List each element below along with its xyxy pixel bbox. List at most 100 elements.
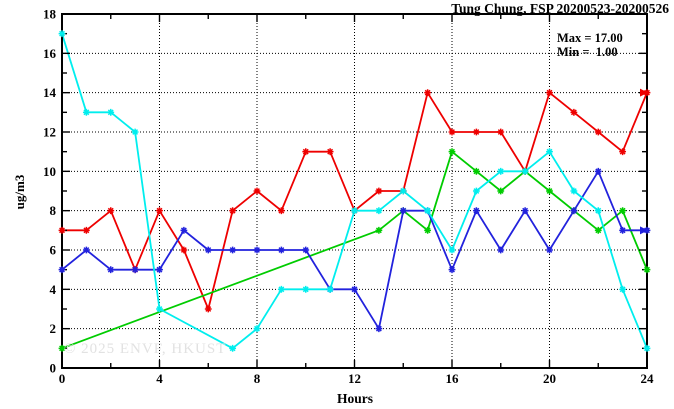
y-tick-label: 0	[50, 361, 57, 376]
series-blue-marker	[570, 207, 578, 215]
series-blue-marker	[546, 246, 553, 254]
series-blue-marker	[448, 266, 456, 274]
series-blue-marker	[277, 246, 285, 254]
series-green-marker	[619, 207, 627, 215]
series-cyan-marker	[546, 148, 553, 156]
y-tick-label: 6	[50, 243, 57, 258]
series-red-marker	[619, 148, 627, 156]
x-tick-label: 0	[59, 371, 66, 386]
series-cyan-marker	[521, 167, 529, 175]
series-red-marker	[253, 187, 261, 195]
series-red-marker	[424, 89, 432, 97]
series-red-marker	[229, 207, 237, 215]
series-cyan-marker	[58, 30, 66, 38]
series-cyan-marker	[570, 187, 578, 195]
x-axis-title: Hours	[336, 391, 373, 406]
series-blue-marker	[351, 285, 358, 293]
series-red-marker	[570, 108, 578, 116]
series-red-marker	[448, 128, 456, 136]
series-cyan-marker	[82, 108, 90, 116]
x-tick-label: 4	[156, 371, 163, 386]
series-green-marker	[375, 226, 383, 234]
series-cyan-marker	[253, 325, 261, 333]
series-blue-marker	[156, 266, 163, 274]
series-blue-marker	[82, 246, 90, 254]
y-tick-label: 10	[43, 164, 56, 179]
y-tick-label: 18	[43, 7, 57, 22]
y-tick-label: 12	[43, 125, 56, 140]
y-tick-label: 4	[50, 282, 57, 297]
series-red-marker	[326, 148, 334, 156]
y-axis-title: ug/m3	[12, 174, 27, 210]
y-tick-label: 14	[43, 85, 57, 100]
series-red-marker	[204, 305, 212, 313]
series-green-marker	[546, 187, 553, 195]
x-tick-label: 12	[348, 371, 361, 386]
series-cyan-marker	[424, 207, 432, 215]
series-blue-marker	[497, 246, 505, 254]
series-blue-marker	[302, 246, 310, 254]
series-blue-marker	[58, 266, 66, 274]
series-red-marker	[375, 187, 383, 195]
series-cyan-marker	[448, 246, 456, 254]
series-red-marker	[180, 246, 188, 254]
series-red-marker	[82, 226, 90, 234]
y-tick-label: 2	[50, 321, 57, 336]
series-cyan-marker	[229, 344, 237, 352]
series-cyan-marker	[156, 305, 163, 313]
x-tick-label: 16	[446, 371, 460, 386]
series-blue-end-arrow	[640, 226, 648, 235]
chart-title: Tung Chung, FSP 20200523-20200526	[451, 1, 669, 16]
y-tick-label: 16	[43, 46, 57, 61]
series-blue-marker	[399, 207, 407, 215]
series-blue-marker	[619, 226, 627, 234]
series-cyan-marker	[107, 108, 115, 116]
series-green-marker	[594, 226, 602, 234]
series-cyan-marker	[594, 207, 602, 215]
series-green-marker	[58, 344, 66, 352]
series-red-marker	[277, 207, 285, 215]
stats-min: Min = 1.00	[557, 45, 618, 59]
series-blue-marker	[253, 246, 261, 254]
series-cyan-marker	[472, 187, 480, 195]
series-green-marker	[472, 167, 480, 175]
series-cyan-marker	[643, 344, 651, 352]
series-cyan-marker	[302, 285, 310, 293]
series-green-marker	[497, 187, 505, 195]
series-green-marker	[424, 226, 432, 234]
series-red-marker	[497, 128, 505, 136]
series-red-marker	[107, 207, 115, 215]
series-cyan-marker	[277, 285, 285, 293]
series-red-marker	[156, 207, 163, 215]
series-cyan-marker	[351, 207, 358, 215]
series-red-marker	[302, 148, 310, 156]
series-cyan-marker	[375, 207, 383, 215]
x-tick-label: 20	[543, 371, 556, 386]
series-cyan-marker	[497, 167, 505, 175]
y-tick-label: 8	[50, 203, 57, 218]
series-blue-marker	[107, 266, 115, 274]
watermark: © 2025 ENVF, HKUST	[64, 341, 227, 357]
series-red-marker	[472, 128, 480, 136]
series-blue-marker	[180, 226, 188, 234]
series-blue-marker	[131, 266, 139, 274]
series-blue-marker	[594, 167, 602, 175]
stats-max: Max = 17.00	[557, 31, 623, 45]
series-cyan-marker	[619, 285, 627, 293]
series-cyan-marker	[399, 187, 407, 195]
series-cyan-marker	[326, 285, 334, 293]
series-blue-marker	[472, 207, 480, 215]
series-blue-marker	[375, 325, 383, 333]
series-blue-marker	[521, 207, 529, 215]
series-blue-marker	[204, 246, 212, 254]
series-red-end-arrow	[640, 88, 648, 97]
series-red-marker	[546, 89, 553, 97]
series-green-marker	[643, 266, 651, 274]
x-tick-label: 8	[254, 371, 261, 386]
series-red-marker	[58, 226, 66, 234]
series-red-marker	[594, 128, 602, 136]
series-blue-marker	[229, 246, 237, 254]
series-green-marker	[448, 148, 456, 156]
